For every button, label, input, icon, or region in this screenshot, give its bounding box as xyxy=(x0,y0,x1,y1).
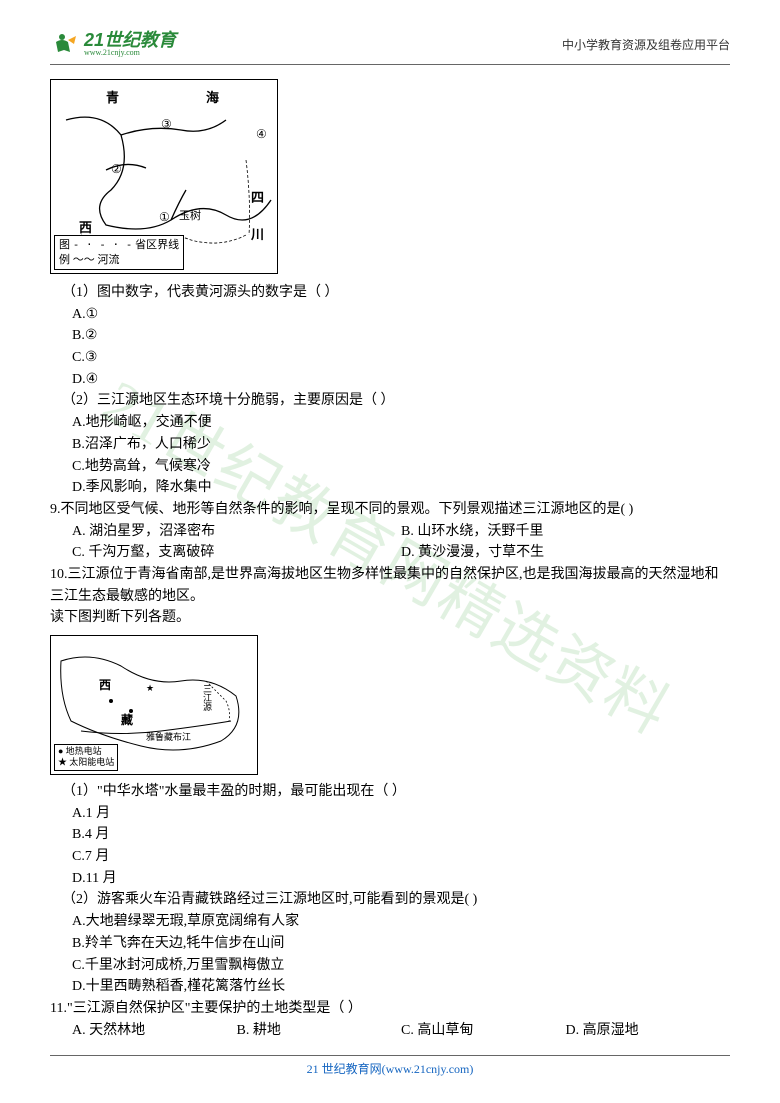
marker-3: ③ xyxy=(161,115,172,134)
q10-2-stem: （2）游客乘火车沿青藏铁路经过三江源地区时,可能看到的景观是( ) xyxy=(50,889,730,911)
map-2: ★ ★ 西 藏 雅鲁藏布江 三江源 ● 地热电站 ★ 太阳能电站 xyxy=(50,635,258,775)
map-label-yushu: 玉树 xyxy=(179,208,201,225)
q10-intro1: 10.三江源位于青海省南部,是世界高海拔地区生物多样性最集中的自然保护区,也是我… xyxy=(50,564,730,607)
q8-2-d: D.季风影响，降水集中 xyxy=(50,477,730,499)
map2-legend-1: ● 地热电站 xyxy=(58,746,114,758)
q10-intro2: 读下图判断下列各题。 xyxy=(50,607,730,629)
q10-2-c: C.千里冰封河成桥,万里雪飘梅傲立 xyxy=(50,955,730,977)
q11-stem: 11."三江源自然保护区"主要保护的土地类型是（ ） xyxy=(50,998,730,1020)
map2-sjy: 三江源 xyxy=(199,684,213,711)
map2-river: 雅鲁藏布江 xyxy=(146,731,191,745)
map-label-chuan: 川 xyxy=(251,225,264,245)
marker-2: ② xyxy=(111,160,122,179)
map2-zang: 藏 xyxy=(121,711,133,730)
q8-1-stem: （1）图中数字，代表黄河源头的数字是（ ） xyxy=(50,282,730,304)
marker-1: ① xyxy=(159,208,170,227)
map2-xi: 西 xyxy=(99,676,111,695)
legend-tu: 图 xyxy=(59,239,70,251)
map-1: 青 海 西 藏 四 川 玉树 ① ② ③ ④ 图 - · - · - 省区界线 … xyxy=(50,79,278,274)
logo-icon xyxy=(50,30,80,58)
q8-2-b: B.沼泽广布，人口稀少 xyxy=(50,434,730,456)
q10-2-b: B.羚羊飞奔在天边,牦牛信步在山间 xyxy=(50,933,730,955)
svg-text:★: ★ xyxy=(146,683,154,693)
q11-b: B. 耕地 xyxy=(237,1020,402,1042)
q8-2-c: C.地势高耸，气候寒冷 xyxy=(50,456,730,478)
q10-1-c: C.7 月 xyxy=(50,846,730,868)
legend-line1: 省区界线 xyxy=(135,239,179,251)
q10-2-d: D.十里西畴熟稻香,槿花篱落竹丝长 xyxy=(50,976,730,998)
legend-li: 例 xyxy=(59,254,70,266)
map-label-si: 四 xyxy=(251,188,264,208)
map-label-qing: 青 xyxy=(106,88,119,108)
q8-1-a: A.① xyxy=(50,304,730,326)
q8-2-a: A.地形崎岖，交通不便 xyxy=(50,412,730,434)
map2-legend-2: ★ 太阳能电站 xyxy=(58,757,114,769)
q9-stem: 9.不同地区受气候、地形等自然条件的影响，呈现不同的景观。下列景观描述三江源地区… xyxy=(50,499,730,521)
q10-1-b: B.4 月 xyxy=(50,824,730,846)
q10-2-a: A.大地碧绿翠无瑕,草原宽阔绵有人家 xyxy=(50,911,730,933)
q8-1-d: D.④ xyxy=(50,369,730,391)
q11-d: D. 高原湿地 xyxy=(566,1020,731,1042)
q9-row2: C. 千沟万壑，支离破碎 D. 黄沙漫漫，寸草不生 xyxy=(50,542,730,564)
logo-main-text: 21世纪教育 xyxy=(84,31,176,49)
legend-line2: 河流 xyxy=(98,254,120,266)
header-right-text: 中小学教育资源及组卷应用平台 xyxy=(562,36,730,53)
q9-b: B. 山环水绕，沃野千里 xyxy=(401,521,730,543)
map-2-legend: ● 地热电站 ★ 太阳能电站 xyxy=(54,744,118,771)
q10-1-d: D.11 月 xyxy=(50,868,730,890)
content: 青 海 西 藏 四 川 玉树 ① ② ③ ④ 图 - · - · - 省区界线 … xyxy=(50,79,730,1041)
q11-opts: A. 天然林地 B. 耕地 C. 高山草甸 D. 高原湿地 xyxy=(50,1020,730,1042)
logo-area: 21世纪教育 www.21cnjy.com xyxy=(50,30,176,58)
page-footer: 21 世纪教育网(www.21cnjy.com) xyxy=(50,1055,730,1077)
map-1-legend: 图 - · - · - 省区界线 例 ～～ 河流 xyxy=(54,235,184,270)
q9-row1: A. 湖泊星罗，沼泽密布 B. 山环水绕，沃野千里 xyxy=(50,521,730,543)
q10-1-stem: （1）"中华水塔"水量最丰盈的时期，最可能出现在（ ） xyxy=(50,781,730,803)
q8-2-stem: （2）三江源地区生态环境十分脆弱，主要原因是（ ） xyxy=(50,390,730,412)
map-label-hai: 海 xyxy=(206,88,219,108)
q8-1-b: B.② xyxy=(50,325,730,347)
logo-sub-text: www.21cnjy.com xyxy=(84,49,176,57)
page-header: 21世纪教育 www.21cnjy.com 中小学教育资源及组卷应用平台 xyxy=(50,30,730,65)
q9-a: A. 湖泊星罗，沼泽密布 xyxy=(72,521,401,543)
q8-1-c: C.③ xyxy=(50,347,730,369)
q9-c: C. 千沟万壑，支离破碎 xyxy=(72,542,401,564)
marker-4: ④ xyxy=(256,125,267,144)
q11-a: A. 天然林地 xyxy=(72,1020,237,1042)
q9-d: D. 黄沙漫漫，寸草不生 xyxy=(401,542,730,564)
q10-1-a: A.1 月 xyxy=(50,803,730,825)
q11-c: C. 高山草甸 xyxy=(401,1020,566,1042)
